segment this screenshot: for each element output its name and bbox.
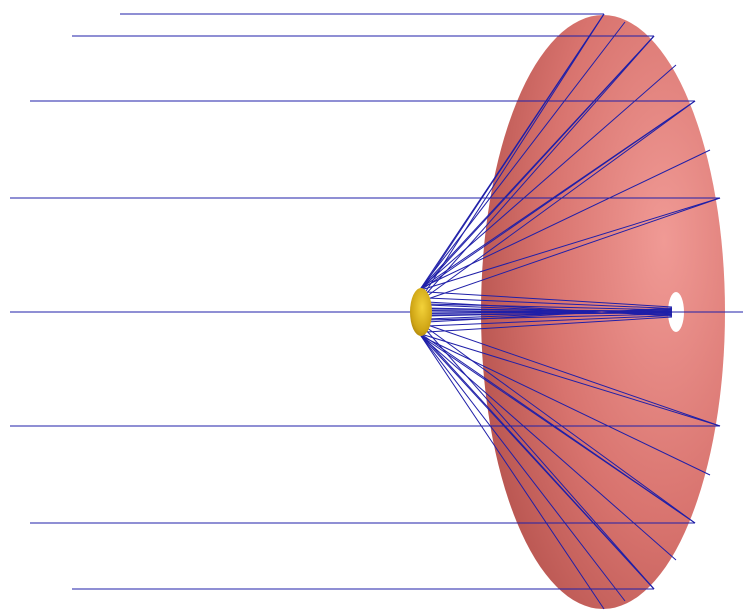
fan-ray <box>420 35 655 289</box>
feed-ray <box>426 307 673 323</box>
sub-reflector <box>410 288 432 336</box>
reflected-ray <box>418 35 655 303</box>
reflected-ray <box>420 197 721 291</box>
fan-ray <box>420 335 655 590</box>
fan-ray <box>420 100 696 289</box>
feed-ray <box>426 303 673 311</box>
reflected-ray <box>418 100 696 303</box>
fan-ray <box>420 335 696 524</box>
fan-ray <box>420 335 677 561</box>
fan-ray <box>420 335 626 602</box>
reflected-ray <box>418 197 721 303</box>
reflected-ray <box>418 321 655 590</box>
feed-ray <box>426 297 673 309</box>
fan-ray <box>420 13 605 289</box>
fan-ray <box>420 335 605 610</box>
feed-ray <box>426 315 673 327</box>
feed-ray <box>426 316 673 333</box>
fan-ray <box>420 21 626 289</box>
fan-ray <box>420 149 711 289</box>
feed-ray <box>426 313 673 321</box>
fan-ray <box>420 64 677 289</box>
reflected-ray <box>418 13 605 303</box>
reflected-ray <box>418 321 721 427</box>
ray-paths <box>10 13 743 610</box>
feed-ray <box>426 291 673 308</box>
reflected-ray <box>420 333 721 427</box>
fan-ray <box>420 335 711 476</box>
reflected-ray <box>418 321 696 524</box>
